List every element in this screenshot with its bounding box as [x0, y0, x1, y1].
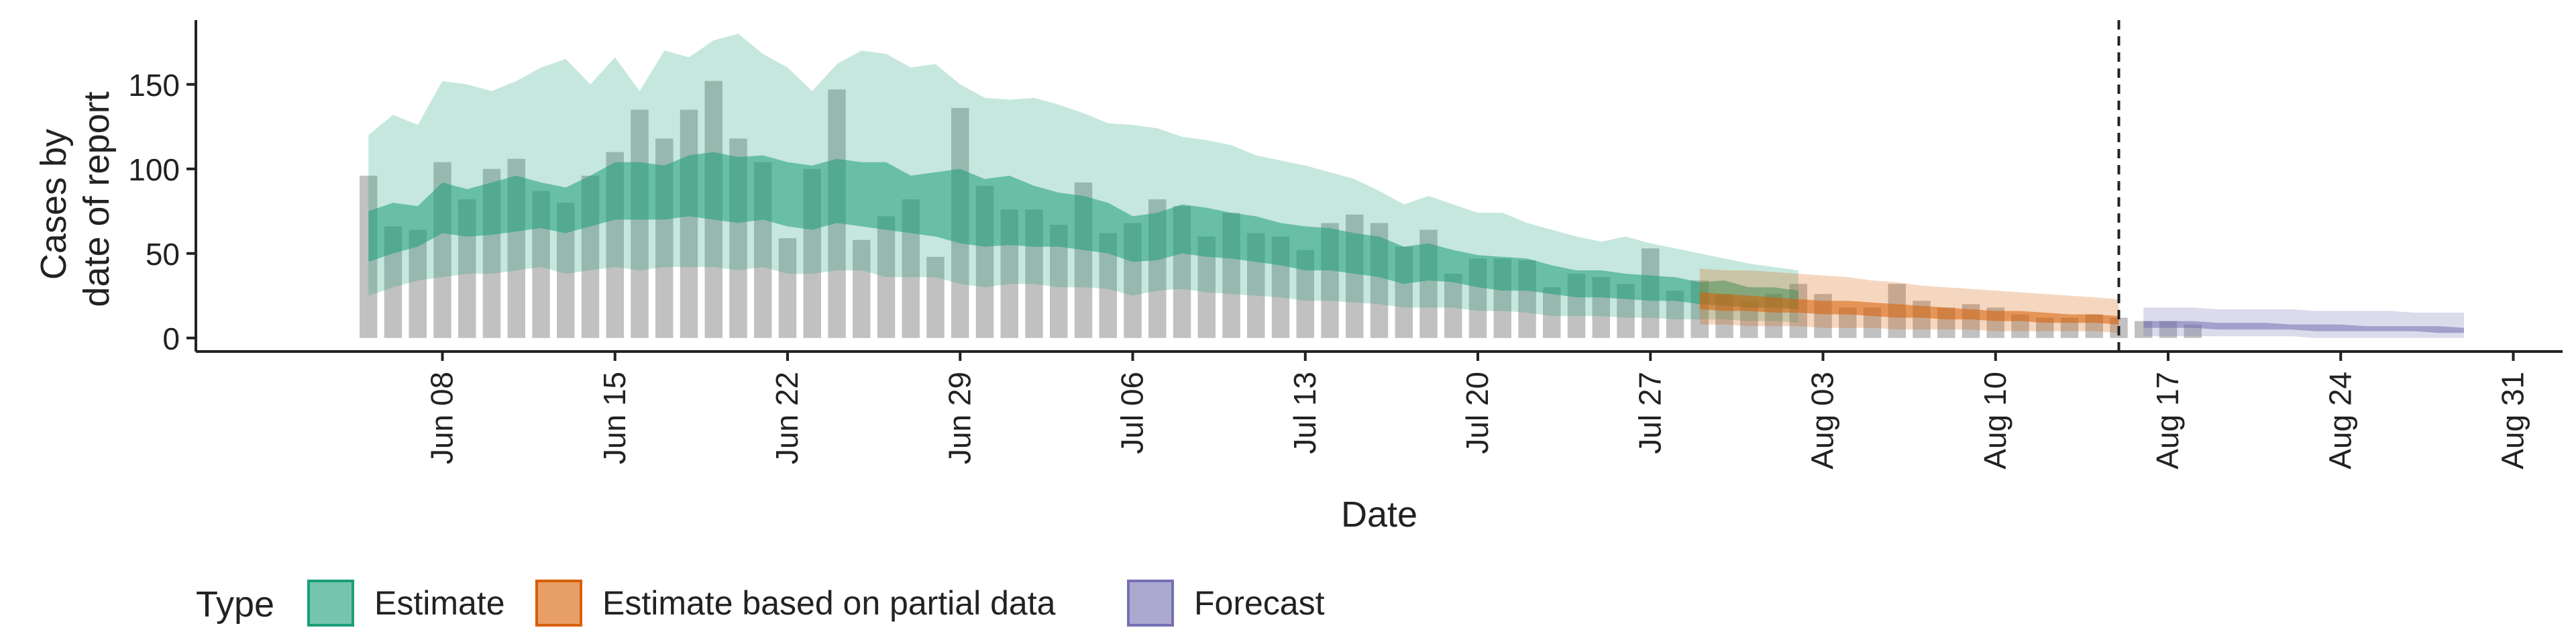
y-axis-title-line-2: date of report	[76, 91, 117, 307]
x-axis-title: Date	[1341, 494, 1417, 535]
case-bar	[853, 239, 871, 338]
case-bar	[631, 109, 649, 338]
legend-label: Forecast	[1194, 584, 1325, 622]
x-tick-label: Aug 31	[2496, 372, 2530, 470]
x-tick-label: Jun 22	[769, 372, 804, 464]
estimate-inner-band	[368, 152, 1799, 309]
case-bar	[680, 109, 698, 338]
x-axis-ticks: Jun 08 Jun 15 Jun 22 Jun 29 Jul 06 Jul 13 Jul …	[425, 352, 2530, 470]
legend: Type Estimate Estimate based on partial d…	[196, 580, 1325, 627]
estimate-based-on-partial-data-inner-band	[1699, 292, 2119, 325]
legend-label: Estimate	[374, 584, 505, 622]
x-tick-label: Jun 08	[425, 372, 460, 464]
y-axis-title-line-1: Cases by	[34, 129, 74, 280]
x-tick-label: Aug 03	[1805, 372, 1840, 470]
y-tick-label: 150	[128, 68, 180, 103]
y-axis-ticks: 0 50 100 150	[128, 68, 196, 356]
x-tick-label: Jul 13	[1287, 372, 1322, 454]
case-bar	[1444, 274, 1462, 338]
legend-key	[535, 580, 582, 627]
x-tick-label: Jul 06	[1115, 372, 1150, 454]
legend-key	[307, 580, 354, 627]
legend-key	[1127, 580, 1174, 627]
case-bar	[926, 256, 945, 338]
case-bar	[877, 216, 896, 338]
x-tick-label: Aug 24	[2322, 372, 2357, 470]
x-tick-label: Jun 15	[597, 372, 632, 464]
y-tick-label: 0	[162, 321, 180, 356]
y-tick-label: 50	[146, 237, 180, 272]
legend-title: Type	[196, 584, 274, 625]
case-bar	[1543, 287, 1561, 338]
x-tick-label: Aug 17	[2150, 372, 2185, 470]
y-axis-title: Cases by date of report	[34, 91, 117, 307]
estimate-bands	[368, 34, 2464, 338]
y-tick-label: 100	[128, 152, 180, 187]
x-tick-label: Jul 27	[1632, 372, 1667, 454]
x-tick-label: Jun 29	[942, 372, 977, 464]
x-tick-label: Aug 10	[1978, 372, 2012, 470]
case-bar	[778, 238, 797, 338]
x-tick-label: Jul 20	[1460, 372, 1495, 454]
legend-label: Estimate based on partial data	[602, 584, 1056, 622]
forecast-inner-band	[2143, 321, 2464, 333]
